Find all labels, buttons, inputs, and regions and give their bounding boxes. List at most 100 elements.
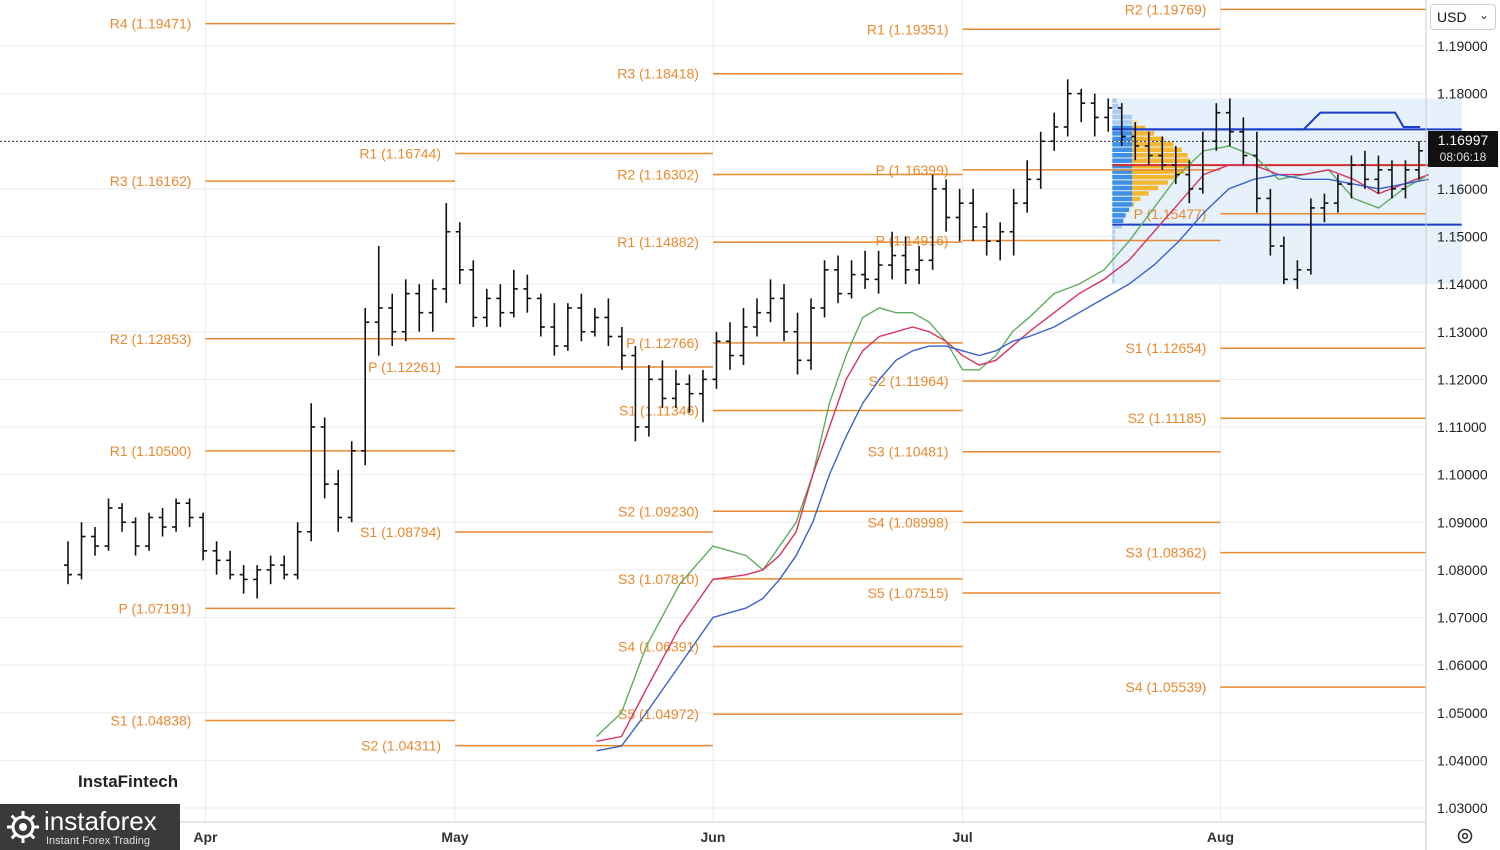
currency-selector[interactable]: USD ⌄ xyxy=(1430,4,1496,30)
ohlc-bar xyxy=(1104,98,1113,132)
volume-profile-bar xyxy=(1132,180,1168,185)
ohlc-bar xyxy=(1144,131,1153,166)
volume-profile-bar xyxy=(1112,278,1115,284)
pivot-label: P (1.07191) xyxy=(119,600,192,616)
ohlc-bar xyxy=(982,212,991,256)
pivot-label: S2 (1.11185) xyxy=(1128,410,1207,426)
ohlc-bar xyxy=(1252,131,1261,213)
month-tick-label: Jul xyxy=(952,829,972,845)
volume-profile-bar xyxy=(1132,142,1174,147)
ohlc-bar xyxy=(1347,155,1356,199)
price-axis[interactable]: 1.03000 1.04000 1.05000 1.06000 1.07000 1.080… xyxy=(1437,38,1488,816)
ohlc-bar xyxy=(766,279,775,323)
price-tick-label: 1.18000 xyxy=(1437,86,1488,102)
volume-profile-bar xyxy=(1112,103,1119,109)
pivot-label: S1 (1.11346) xyxy=(619,403,699,419)
time-axis[interactable]: Apr May Jun Jul Aug xyxy=(193,829,1234,845)
volume-profile-bar xyxy=(1112,202,1133,207)
brand-name: instaforex xyxy=(44,806,157,836)
price-tick-label: 1.10000 xyxy=(1437,467,1488,483)
instaforex-badge[interactable]: instaforex Instant Forex Trading xyxy=(0,804,180,850)
ohlc-bar xyxy=(1360,150,1369,189)
ohlc-bar xyxy=(1185,160,1194,204)
volume-profile-bar xyxy=(1132,169,1185,174)
pivot-label: S2 (1.09230) xyxy=(618,503,699,519)
pivot-label: S5 (1.04972) xyxy=(618,706,699,722)
ohlc-bar xyxy=(698,369,707,423)
pivot-label: S2 (1.04311) xyxy=(361,738,441,754)
ma-mid-line xyxy=(596,164,1429,743)
ohlc-bar xyxy=(1293,260,1302,289)
month-tick-label: Jun xyxy=(701,829,726,845)
ohlc-bar xyxy=(158,507,167,537)
volume-profile-bar xyxy=(1132,158,1191,163)
month-tick-label: Aug xyxy=(1207,829,1234,845)
volume-profile-bar xyxy=(1132,191,1149,196)
price-tick-label: 1.09000 xyxy=(1437,514,1488,530)
settings-gear-icon[interactable] xyxy=(1455,826,1475,846)
brand-tagline: Instant Forex Trading xyxy=(46,835,150,847)
ohlc-bar xyxy=(739,307,748,366)
ohlc-bar xyxy=(861,250,870,289)
pivot-label: S1 (1.08794) xyxy=(360,524,441,540)
ohlc-bar xyxy=(780,284,789,342)
bar-countdown: 08:06:18 xyxy=(1439,150,1487,164)
ohlc-bar xyxy=(388,293,397,347)
pivot-label: R2 (1.12853) xyxy=(110,331,192,347)
volume-profile-bar xyxy=(1132,202,1135,207)
ohlc-bar xyxy=(523,274,532,313)
instafintech-logo: InstaFintech xyxy=(68,770,189,794)
ohlc-bar xyxy=(725,322,734,370)
volume-profile-bar xyxy=(1112,251,1115,256)
ohlc-bar xyxy=(901,236,910,285)
ma-slow-line xyxy=(596,173,1429,752)
ohlc-bar xyxy=(644,365,653,437)
ohlc-bar xyxy=(131,517,140,556)
pivot-label: R3 (1.18418) xyxy=(617,66,699,82)
ohlc-bar xyxy=(307,403,316,542)
price-tick-label: 1.07000 xyxy=(1437,610,1488,626)
ohlc-bar xyxy=(834,255,843,304)
ohlc-bar xyxy=(509,269,518,318)
ohlc-bar xyxy=(361,307,370,466)
volume-profile-bar xyxy=(1132,174,1178,180)
volume-profile-bar xyxy=(1112,224,1122,229)
ohlc-bar xyxy=(942,179,951,232)
pivot-label: S3 (1.07810) xyxy=(618,571,699,587)
ohlc-bars xyxy=(64,79,1423,599)
volume-profile-bar xyxy=(1132,125,1146,131)
month-tick-label: May xyxy=(441,829,468,845)
volume-profile xyxy=(1112,98,1462,285)
ohlc-bar xyxy=(1306,198,1315,275)
volume-profile-bar xyxy=(1112,185,1133,191)
ohlc-bar xyxy=(172,498,181,532)
ohlc-bar xyxy=(374,246,383,356)
ohlc-bar xyxy=(1239,117,1248,166)
ohlc-bar xyxy=(104,498,113,551)
ohlc-bar xyxy=(226,550,235,580)
price-tick-label: 1.19000 xyxy=(1437,38,1488,54)
price-tick-label: 1.11000 xyxy=(1437,419,1487,435)
volume-profile-bar xyxy=(1112,163,1133,169)
ohlc-bar xyxy=(712,331,721,389)
last-price-tag: 1.16997 08:06:18 xyxy=(1428,131,1498,167)
ohlc-bar xyxy=(955,188,964,242)
ohlc-bar xyxy=(1387,160,1396,199)
ohlc-bar xyxy=(807,298,816,370)
ohlc-bar xyxy=(793,312,802,375)
ohlc-bar xyxy=(671,369,680,408)
ohlc-bar xyxy=(631,346,640,442)
pivot-label: S5 (1.07515) xyxy=(868,585,949,601)
pivot-label: S2 (1.11964) xyxy=(869,373,949,389)
volume-profile-bar xyxy=(1112,213,1126,218)
ohlc-bar xyxy=(185,498,194,528)
ohlc-bar xyxy=(212,541,221,575)
ohlc-bar xyxy=(77,522,86,580)
price-tick-label: 1.06000 xyxy=(1437,657,1488,673)
ohlc-bar xyxy=(1333,174,1342,213)
pivot-label: R1 (1.10500) xyxy=(110,443,192,459)
price-tick-label: 1.16000 xyxy=(1437,181,1488,197)
pivot-label: R2 (1.19769) xyxy=(1125,1,1207,17)
pivot-label: S1 (1.12654) xyxy=(1126,340,1207,356)
